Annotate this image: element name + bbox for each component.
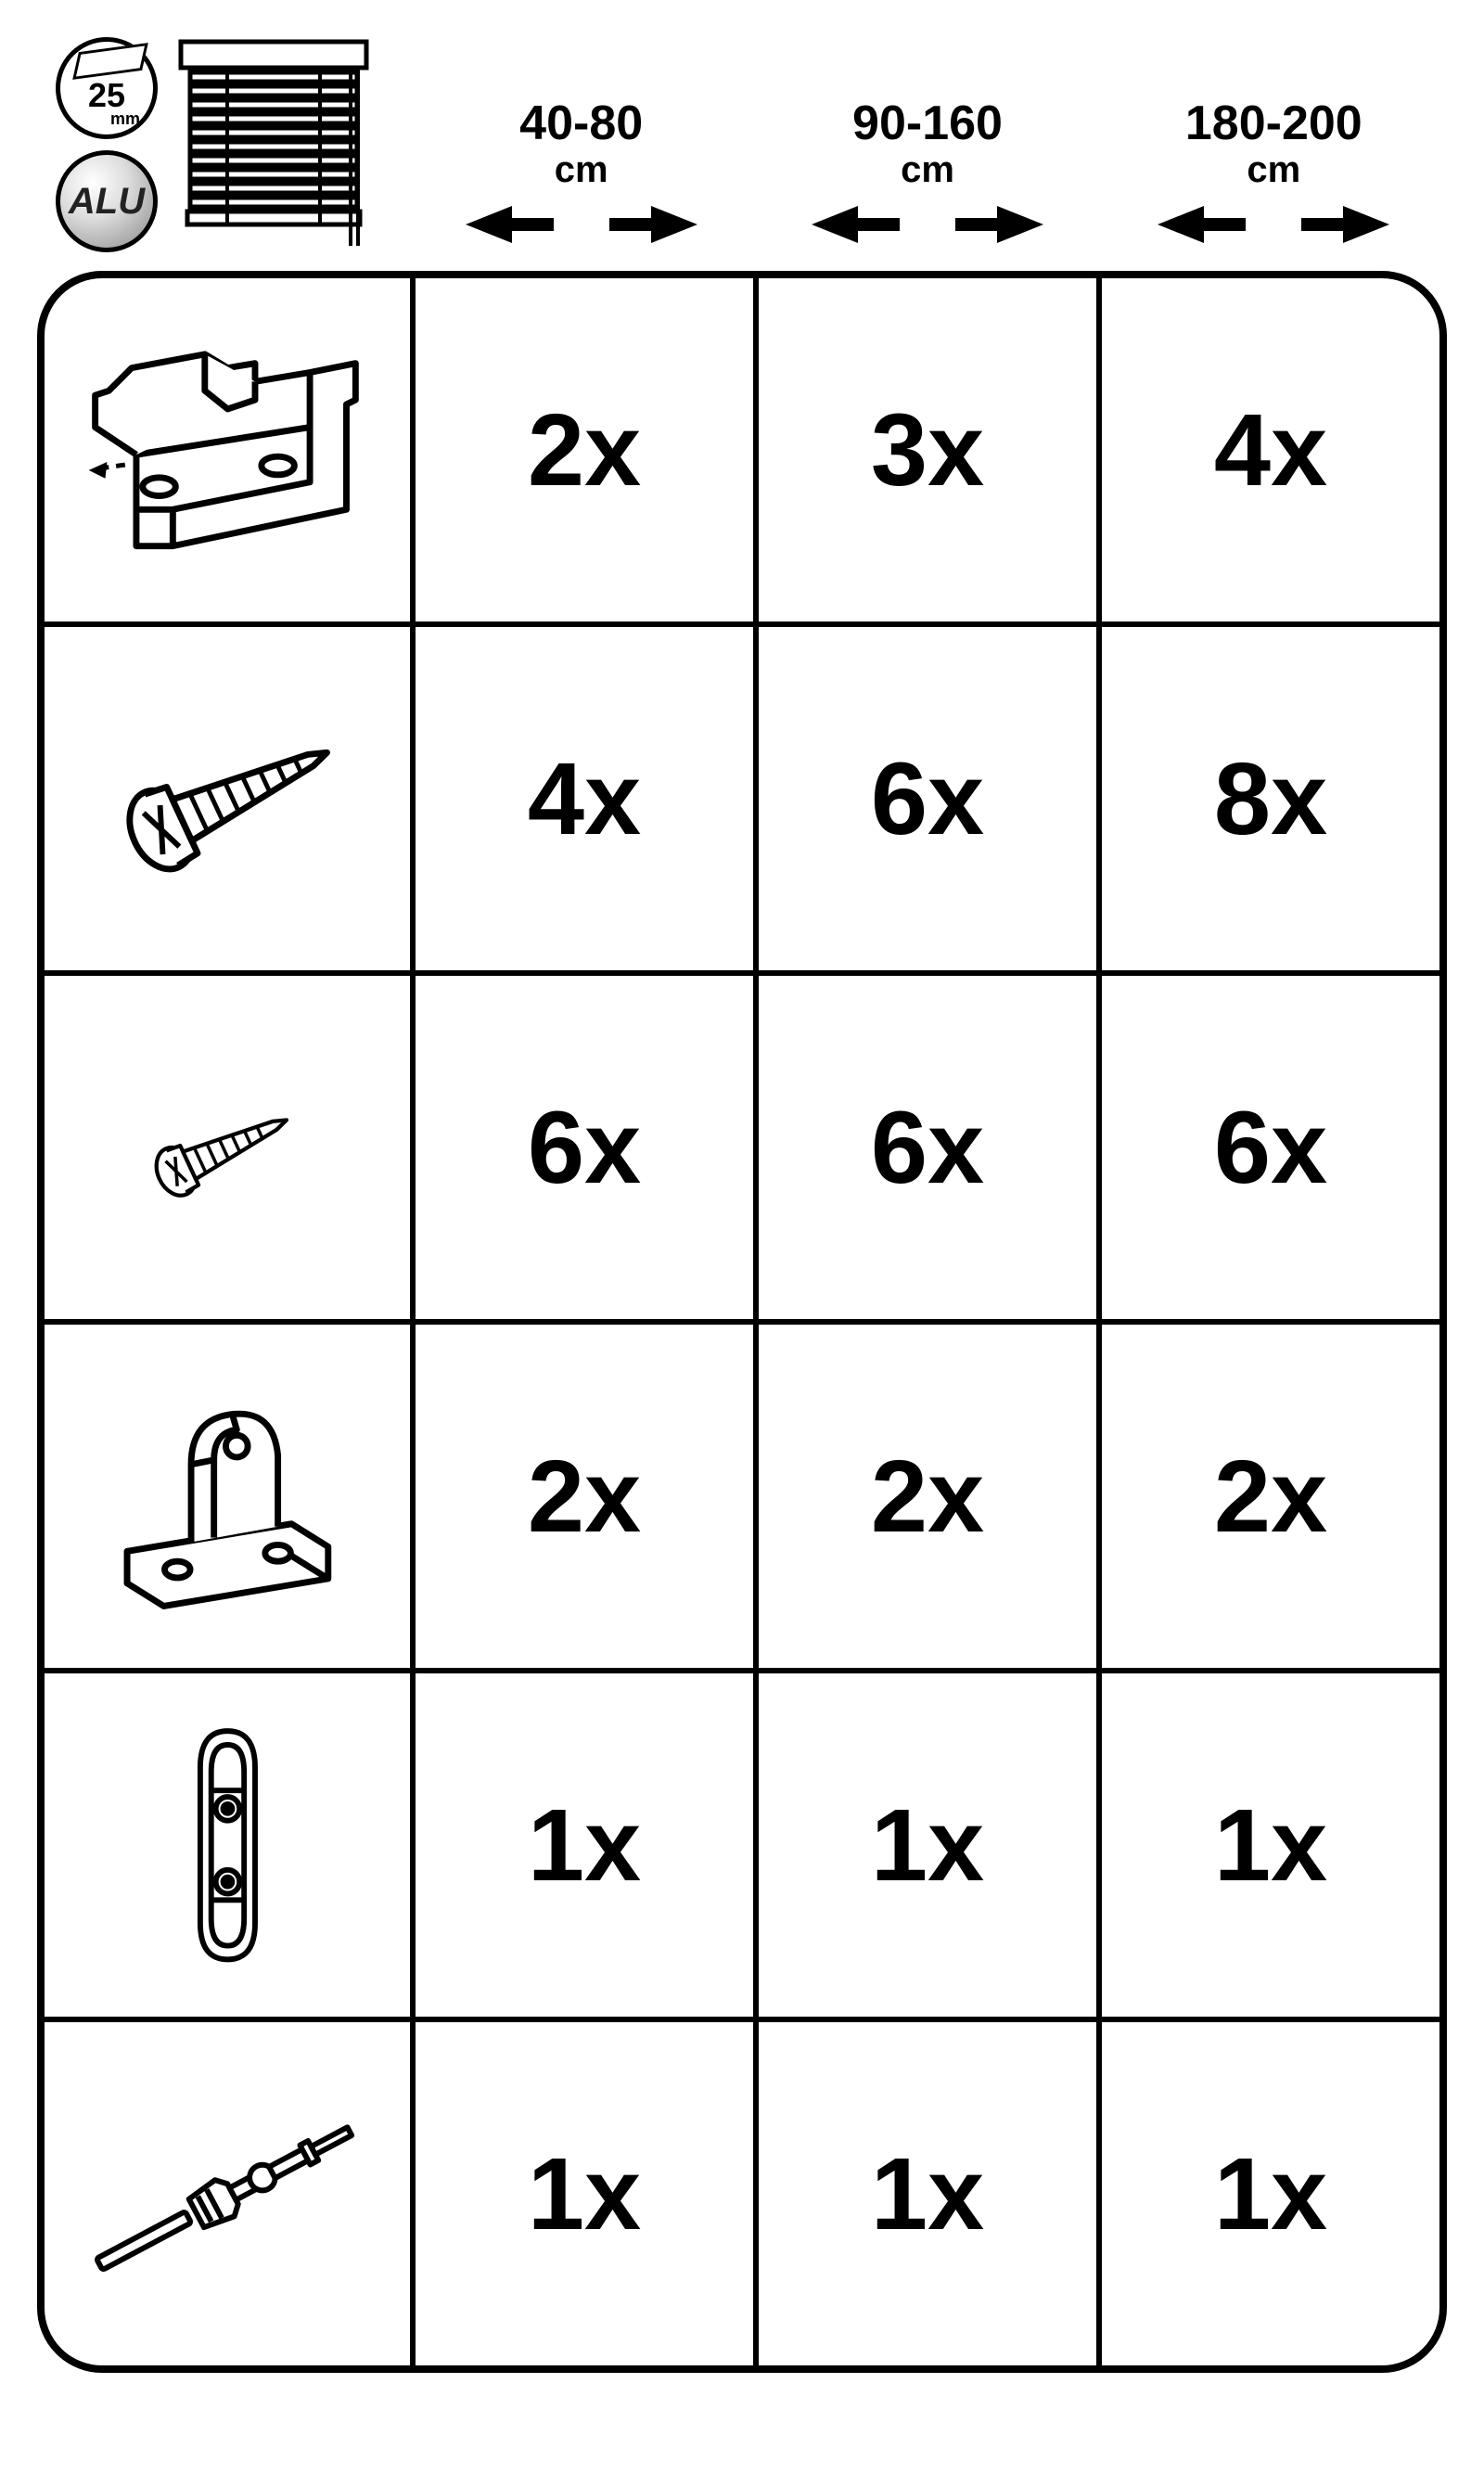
table-row: 4x 6x 8x [45, 627, 1439, 976]
qty-cell: 1x [1102, 2022, 1439, 2365]
qty-cell: 2x [759, 1325, 1102, 1668]
slat-size-unit: mm [110, 109, 140, 129]
qty-cell: 6x [416, 976, 759, 1319]
qty-cell: 1x [416, 2022, 759, 2365]
qty-cell: 1x [759, 1673, 1102, 2017]
qty-cell: 6x [759, 627, 1102, 970]
part-icon-cell [45, 1325, 416, 1668]
qty-cell: 3x [759, 278, 1102, 622]
blinds-icon [176, 37, 371, 250]
column-headers: 40-80 cm 90-160 cm 180-200 cm [408, 99, 1447, 252]
col-header-0: 40-80 cm [408, 99, 754, 252]
part-icon-cell [45, 627, 416, 970]
mounting-bracket-icon [72, 304, 383, 596]
part-icon-cell [45, 976, 416, 1319]
qty-cell: 1x [416, 1673, 759, 2017]
qty-cell: 4x [416, 627, 759, 970]
qty-cell: 1x [1102, 1673, 1439, 2017]
col-header-2: 180-200 cm [1101, 99, 1447, 252]
qty-cell: 8x [1102, 627, 1439, 970]
qty-cell: 1x [759, 2022, 1102, 2365]
part-icon-cell [45, 1673, 416, 2017]
table-row: 1x 1x 1x [45, 1673, 1439, 2022]
header-row: 25 mm ALU [37, 37, 1447, 252]
parts-table: 2x 3x 4x 4x 6x 8x [37, 271, 1447, 2373]
part-icon-cell [45, 2022, 416, 2365]
qty-cell: 2x [1102, 1325, 1439, 1668]
product-badges: 25 mm ALU [56, 37, 408, 252]
material-badge: ALU [56, 150, 158, 252]
table-row: 1x 1x 1x [45, 2022, 1439, 2365]
width-arrows-icon [1110, 201, 1438, 252]
qty-cell: 4x [1102, 278, 1439, 622]
col-header-1: 90-160 cm [754, 99, 1100, 252]
slat-size-badge: 25 mm [56, 37, 158, 139]
qty-cell: 6x [759, 976, 1102, 1319]
part-icon-cell [45, 278, 416, 622]
qty-cell: 6x [1102, 976, 1439, 1319]
tilt-wand-icon [72, 2048, 383, 2340]
qty-cell: 2x [416, 278, 759, 622]
table-row: 2x 3x 4x [45, 278, 1439, 627]
screw-large-icon [72, 653, 383, 945]
hold-down-bracket-icon [72, 1351, 383, 1643]
table-row: 6x 6x 6x [45, 976, 1439, 1325]
table-row: 2x 2x 2x [45, 1325, 1439, 1673]
width-arrows-icon [763, 201, 1091, 252]
width-arrows-icon [417, 201, 745, 252]
cord-cleat-icon [72, 1699, 383, 1992]
qty-cell: 2x [416, 1325, 759, 1668]
screw-small-icon [72, 1002, 383, 1294]
